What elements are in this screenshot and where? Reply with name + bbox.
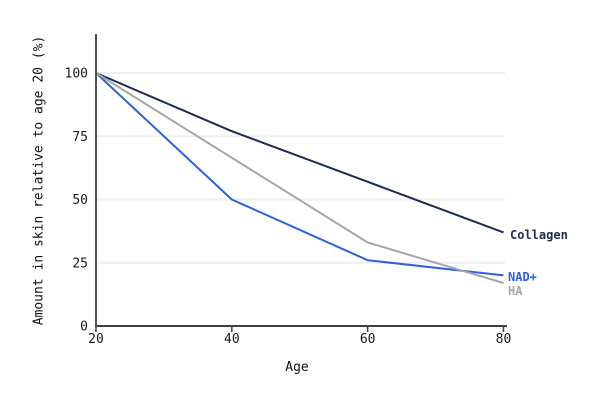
legend-label-collagen: Collagen bbox=[510, 228, 568, 242]
legend-label-ha: HA bbox=[508, 284, 523, 298]
y-tick-label-0: 0 bbox=[80, 320, 88, 335]
y-tick-label-50: 50 bbox=[72, 193, 88, 208]
series-line-ha bbox=[95, 72, 504, 284]
y-tick-label-25: 25 bbox=[72, 256, 88, 271]
y-tick-label-100: 100 bbox=[65, 67, 88, 82]
x-tick-label-80: 80 bbox=[496, 332, 512, 347]
x-tick-label-40: 40 bbox=[224, 332, 240, 347]
series-line-nad+ bbox=[95, 72, 504, 277]
x-tick-label-60: 60 bbox=[360, 332, 376, 347]
x-axis-title: Age bbox=[285, 360, 309, 375]
y-tick-label-75: 75 bbox=[72, 130, 88, 145]
series-line-collagen bbox=[95, 72, 504, 234]
legend-label-nad: NAD+ bbox=[508, 270, 537, 284]
x-tick-label-20: 20 bbox=[88, 332, 104, 347]
y-axis-title: Amount in skin relative to age 20 (%) bbox=[31, 35, 47, 326]
